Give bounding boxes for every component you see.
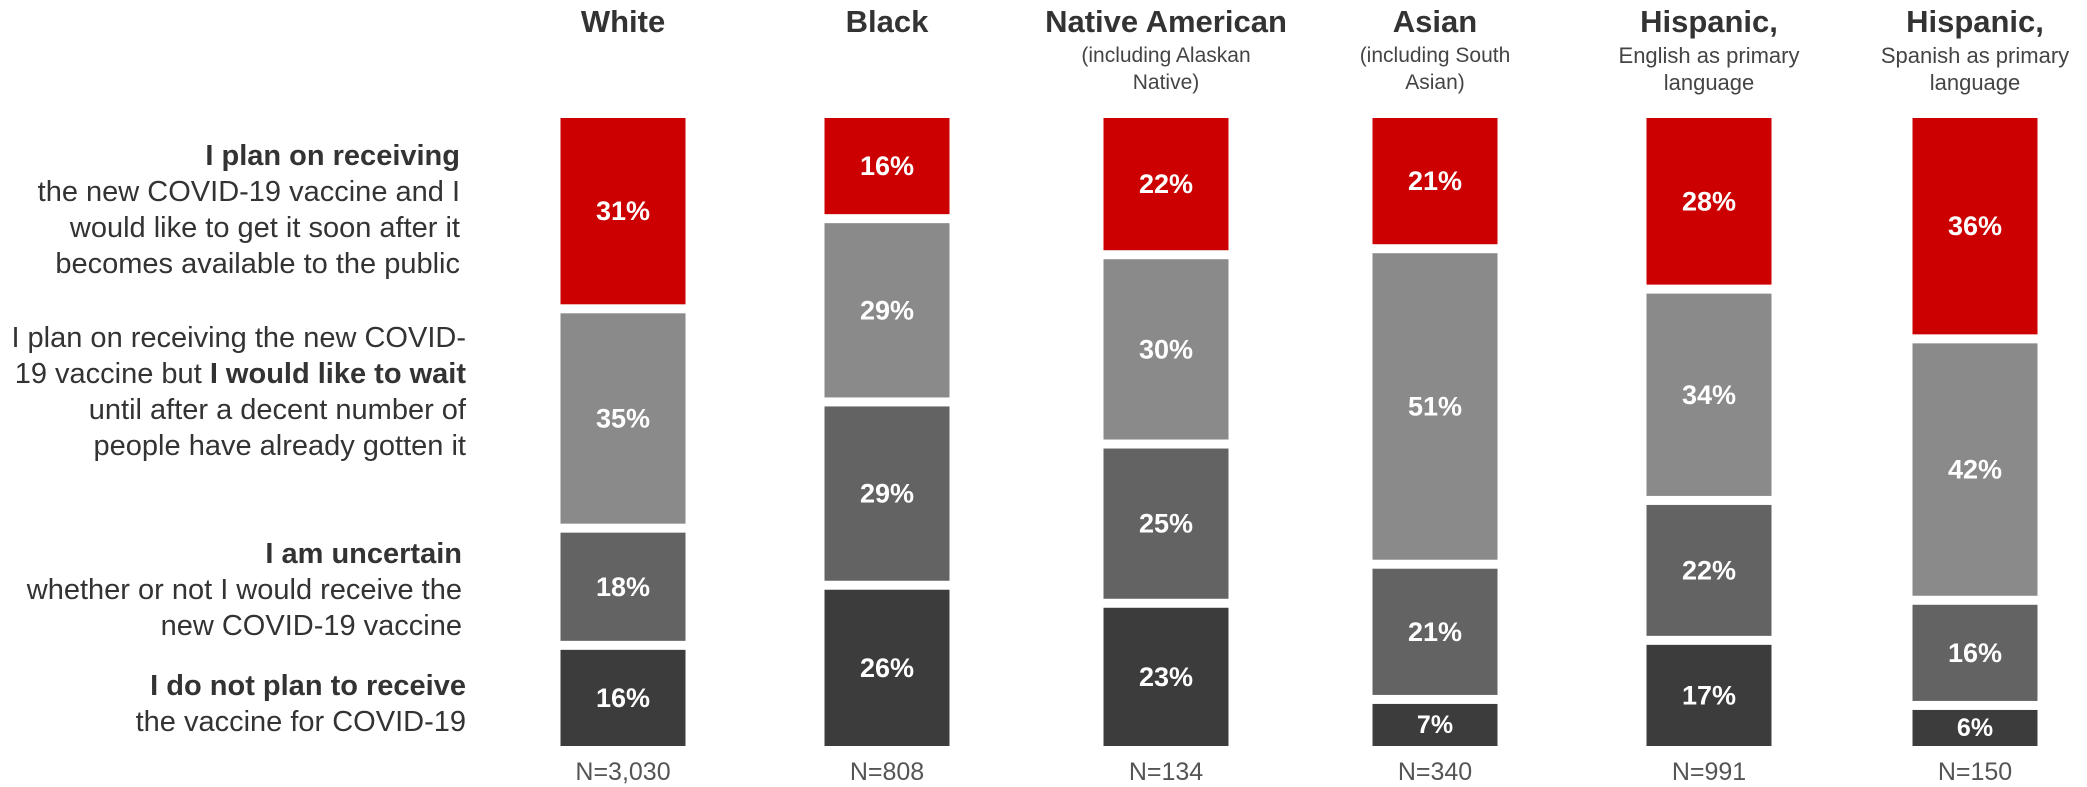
sample-size-label: N=150	[1937, 758, 2013, 786]
sample-size-label: N=340	[1397, 758, 1473, 786]
legend-plan-wait-bold: I would like to wait	[209, 358, 466, 390]
bar-segment-uncertain	[824, 406, 950, 581]
bar-segment-not_plan	[1646, 644, 1772, 746]
data-label-plan_soon: 36%	[1948, 211, 2002, 241]
column-title: Hispanic, Spanish as primary language	[1825, 2, 2087, 96]
legend-plan-soon-text: the new COVID-19 vaccine and I would lik…	[37, 176, 460, 280]
data-label-plan_wait: 30%	[1139, 334, 1193, 364]
legend-plan-soon: I plan on receiving the new COVID-19 vac…	[0, 138, 460, 282]
data-label-plan_soon: 31%	[596, 196, 650, 226]
sample-size-label: N=3,030	[575, 758, 671, 786]
data-label-plan_wait: 35%	[596, 403, 650, 433]
column-title-main: Hispanic,	[1906, 4, 2044, 39]
bar-segment-plan_wait	[1912, 343, 2038, 596]
column-title-main: Asian	[1392, 4, 1478, 39]
column-title: White	[473, 2, 773, 42]
bar-segment-plan_wait	[1103, 259, 1229, 440]
data-label-not_plan: 23%	[1139, 662, 1193, 692]
column-title-main: Native American	[1045, 4, 1287, 39]
data-label-plan_wait: 42%	[1948, 455, 2002, 485]
data-label-uncertain: 21%	[1408, 617, 1462, 647]
bar-segment-plan_wait	[1372, 253, 1498, 560]
legend-uncertain-text: whether or not I would receive the new C…	[26, 574, 462, 642]
bar-segment-uncertain	[1103, 448, 1229, 599]
column-title: Black	[737, 2, 1037, 42]
column-title-subtitle: (including South Asian)	[1359, 44, 1511, 94]
column-title-main: Hispanic,	[1640, 4, 1778, 39]
data-label-not_plan: 17%	[1682, 680, 1736, 710]
bar-segment-plan_soon	[560, 118, 686, 305]
data-label-plan_soon: 28%	[1682, 186, 1736, 216]
column-title: Native American (including Alaskan Native…	[1016, 2, 1316, 96]
column-title-subtitle: (including Alaskan Native)	[1081, 44, 1251, 94]
bar-segment-not_plan	[1912, 709, 2038, 746]
sample-size-label: N=991	[1671, 758, 1747, 786]
data-label-uncertain: 18%	[596, 572, 650, 602]
bar-segment-plan_soon	[1372, 118, 1498, 245]
legend-not-plan-text: the vaccine for COVID-19	[135, 706, 466, 738]
column-title-main: Black	[845, 4, 929, 39]
column-title-main: White	[580, 4, 666, 39]
data-label-plan_wait: 34%	[1682, 380, 1736, 410]
sample-size-label: N=808	[849, 758, 925, 786]
bar-segment-plan_wait	[560, 313, 686, 524]
bar-segment-plan_soon	[824, 118, 950, 215]
data-label-uncertain: 16%	[1948, 638, 2002, 668]
legend-not-plan: I do not plan to receive the vaccine for…	[0, 668, 466, 740]
data-label-uncertain: 22%	[1682, 555, 1736, 585]
data-label-plan_wait: 29%	[860, 295, 914, 325]
bar-segment-plan_soon	[1646, 118, 1772, 285]
data-label-not_plan: 16%	[596, 683, 650, 713]
legend-plan-wait: I plan on receiving the new COVID-19 vac…	[0, 320, 466, 464]
legend-plan-wait-post: until after a decent number of people ha…	[88, 394, 466, 462]
bar-segment-not_plan	[1103, 607, 1229, 746]
bar-segment-plan_wait	[1646, 293, 1772, 496]
data-label-not_plan: 7%	[1417, 711, 1453, 739]
bar-segment-uncertain	[1912, 604, 2038, 701]
data-label-plan_soon: 21%	[1408, 166, 1462, 196]
data-label-plan_soon: 16%	[860, 151, 914, 181]
legend-plan-wait-pre: I plan on receiving the new COVID-19 vac…	[11, 322, 466, 390]
data-label-uncertain: 29%	[860, 479, 914, 509]
bar-segment-uncertain	[1646, 504, 1772, 636]
bar-segment-uncertain	[1372, 568, 1498, 695]
legend-not-plan-bold: I do not plan to receive	[150, 670, 466, 702]
data-label-not_plan: 26%	[860, 653, 914, 683]
data-label-plan_soon: 22%	[1139, 169, 1193, 199]
bar-segment-not_plan	[1372, 703, 1498, 746]
sample-size-label: N=134	[1128, 758, 1204, 786]
data-label-uncertain: 25%	[1139, 509, 1193, 539]
column-title: Asian (including South Asian)	[1285, 2, 1585, 96]
data-label-not_plan: 6%	[1957, 714, 1993, 742]
bar-segment-not_plan	[824, 589, 950, 746]
column-title-subtitle: Spanish as primary language	[1880, 43, 2070, 95]
bar-segment-plan_wait	[824, 223, 950, 398]
column-title-subtitle: English as primary language	[1618, 43, 1800, 95]
bar-segment-not_plan	[560, 649, 686, 746]
bar-segment-plan_soon	[1103, 118, 1229, 251]
bar-segment-uncertain	[560, 532, 686, 641]
data-label-plan_wait: 51%	[1408, 391, 1462, 421]
legend-plan-soon-bold: I plan on receiving	[205, 140, 460, 172]
bar-segment-plan_soon	[1912, 118, 2038, 335]
legend-uncertain-bold: I am uncertain	[265, 538, 462, 570]
legend-uncertain: I am uncertain whether or not I would re…	[0, 536, 462, 644]
column-title: Hispanic, English as primary language	[1559, 2, 1859, 96]
